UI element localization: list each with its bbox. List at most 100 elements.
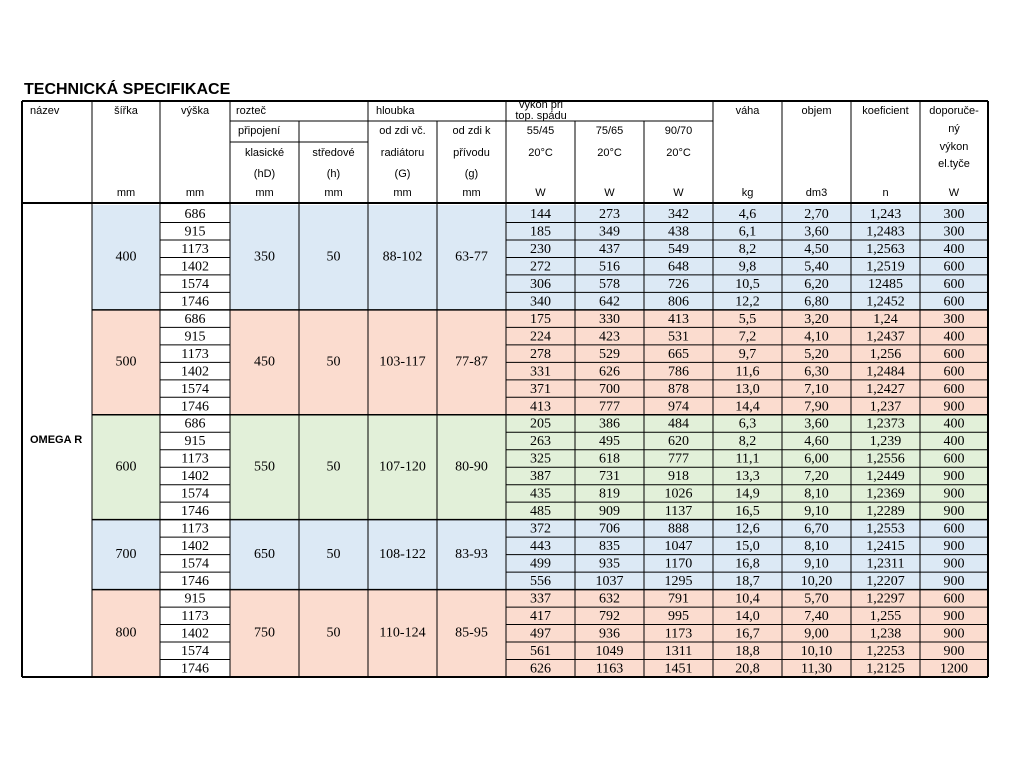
data-cell: 1173 xyxy=(181,452,208,467)
group-cell: 50 xyxy=(327,250,341,265)
data-cell: 936 xyxy=(599,627,620,642)
data-cell: 400 xyxy=(944,329,965,344)
data-cell: 8,10 xyxy=(804,539,829,554)
data-cell: 1746 xyxy=(181,661,209,676)
data-cell: 777 xyxy=(668,452,689,467)
data-cell: 900 xyxy=(944,574,965,589)
data-cell: 13,3 xyxy=(735,469,760,484)
header-label: koeficient xyxy=(862,105,908,117)
data-cell: 8,2 xyxy=(739,434,757,449)
data-cell: 9,8 xyxy=(739,259,757,274)
data-cell: 3,20 xyxy=(804,312,829,327)
data-cell: 175 xyxy=(530,312,551,327)
header-label: váha xyxy=(736,105,761,117)
product-name: OMEGA R xyxy=(30,434,82,446)
data-cell: 529 xyxy=(599,347,620,362)
group-cell: 103-117 xyxy=(379,355,425,370)
data-cell: 686 xyxy=(185,207,206,222)
data-cell: 306 xyxy=(530,277,551,292)
data-cell: 600 xyxy=(944,592,965,607)
header-label: W xyxy=(673,187,684,199)
data-cell: 648 xyxy=(668,259,689,274)
data-cell: 413 xyxy=(668,312,689,327)
data-cell: 371 xyxy=(530,382,551,397)
data-cell: 386 xyxy=(599,417,620,432)
data-cell: 1,2563 xyxy=(866,242,905,257)
group-cell: 750 xyxy=(254,626,275,641)
header-label: název xyxy=(30,105,60,117)
header-label: rozteč xyxy=(236,105,266,117)
data-cell: 7,10 xyxy=(804,382,829,397)
data-cell: 4,50 xyxy=(804,242,829,257)
group-bg xyxy=(92,589,160,677)
header-label: mm xyxy=(462,187,480,199)
data-cell: 900 xyxy=(944,627,965,642)
data-cell: 1402 xyxy=(181,364,209,379)
data-cell: 835 xyxy=(599,539,620,554)
header-label: radiátoru xyxy=(381,147,424,159)
group-cell: 50 xyxy=(327,626,341,641)
data-cell: 1402 xyxy=(181,259,209,274)
data-cell: 3,60 xyxy=(804,417,829,432)
data-cell: 1163 xyxy=(596,661,623,676)
group-cell: 50 xyxy=(327,547,341,562)
data-cell: 6,00 xyxy=(804,452,829,467)
data-cell: 5,40 xyxy=(804,259,829,274)
data-cell: 1746 xyxy=(181,574,209,589)
header-label: 20°C xyxy=(528,147,553,159)
data-cell: 499 xyxy=(530,557,551,572)
group-bg xyxy=(506,589,988,677)
header-label: n xyxy=(882,187,888,199)
group-cell: 500 xyxy=(116,355,137,370)
header-label: mm xyxy=(117,187,135,199)
data-cell: 16,8 xyxy=(735,557,760,572)
data-cell: 516 xyxy=(599,259,620,274)
data-cell: 1,2311 xyxy=(867,557,905,572)
data-cell: 349 xyxy=(599,224,620,239)
data-cell: 1574 xyxy=(181,557,209,572)
data-cell: 20,8 xyxy=(735,661,760,676)
data-cell: 12485 xyxy=(868,277,903,292)
group-cell: 83-93 xyxy=(455,547,488,562)
data-cell: 1402 xyxy=(181,627,209,642)
header-label: výkon xyxy=(940,141,969,153)
data-cell: 900 xyxy=(944,557,965,572)
header-label: od zdi vč. xyxy=(379,125,425,137)
group-cell: 650 xyxy=(254,547,275,562)
data-cell: 1137 xyxy=(665,504,692,519)
data-cell: 1,239 xyxy=(870,434,902,449)
data-cell: 495 xyxy=(599,434,620,449)
header-label: W xyxy=(949,187,960,199)
data-cell: 1,2369 xyxy=(866,487,905,502)
data-cell: 3,60 xyxy=(804,224,829,239)
data-cell: 18,8 xyxy=(735,644,760,659)
data-cell: 626 xyxy=(530,661,551,676)
data-cell: 8,10 xyxy=(804,487,829,502)
data-cell: 731 xyxy=(599,469,620,484)
data-cell: 1049 xyxy=(596,644,624,659)
data-cell: 185 xyxy=(530,224,551,239)
data-cell: 273 xyxy=(599,207,620,222)
group-cell: 80-90 xyxy=(455,459,488,474)
data-cell: 8,2 xyxy=(739,242,757,257)
header-label: mm xyxy=(186,187,204,199)
data-cell: 620 xyxy=(668,434,689,449)
data-cell: 10,10 xyxy=(801,644,833,659)
data-cell: 1746 xyxy=(181,294,209,309)
header-label: (hD) xyxy=(254,168,275,180)
data-cell: 726 xyxy=(668,277,689,292)
data-cell: 14,9 xyxy=(735,487,760,502)
header-label: 75/65 xyxy=(596,125,624,137)
data-cell: 531 xyxy=(668,329,689,344)
header-label: 20°C xyxy=(597,147,622,159)
data-cell: 935 xyxy=(599,557,620,572)
header-label: od zdi k xyxy=(453,125,491,137)
data-cell: 331 xyxy=(530,364,551,379)
data-cell: 1746 xyxy=(181,504,209,519)
data-cell: 1173 xyxy=(181,347,208,362)
data-cell: 417 xyxy=(530,609,551,624)
group-cell: 85-95 xyxy=(455,626,488,641)
data-cell: 11,1 xyxy=(736,452,760,467)
data-cell: 556 xyxy=(530,574,551,589)
data-cell: 819 xyxy=(599,487,620,502)
